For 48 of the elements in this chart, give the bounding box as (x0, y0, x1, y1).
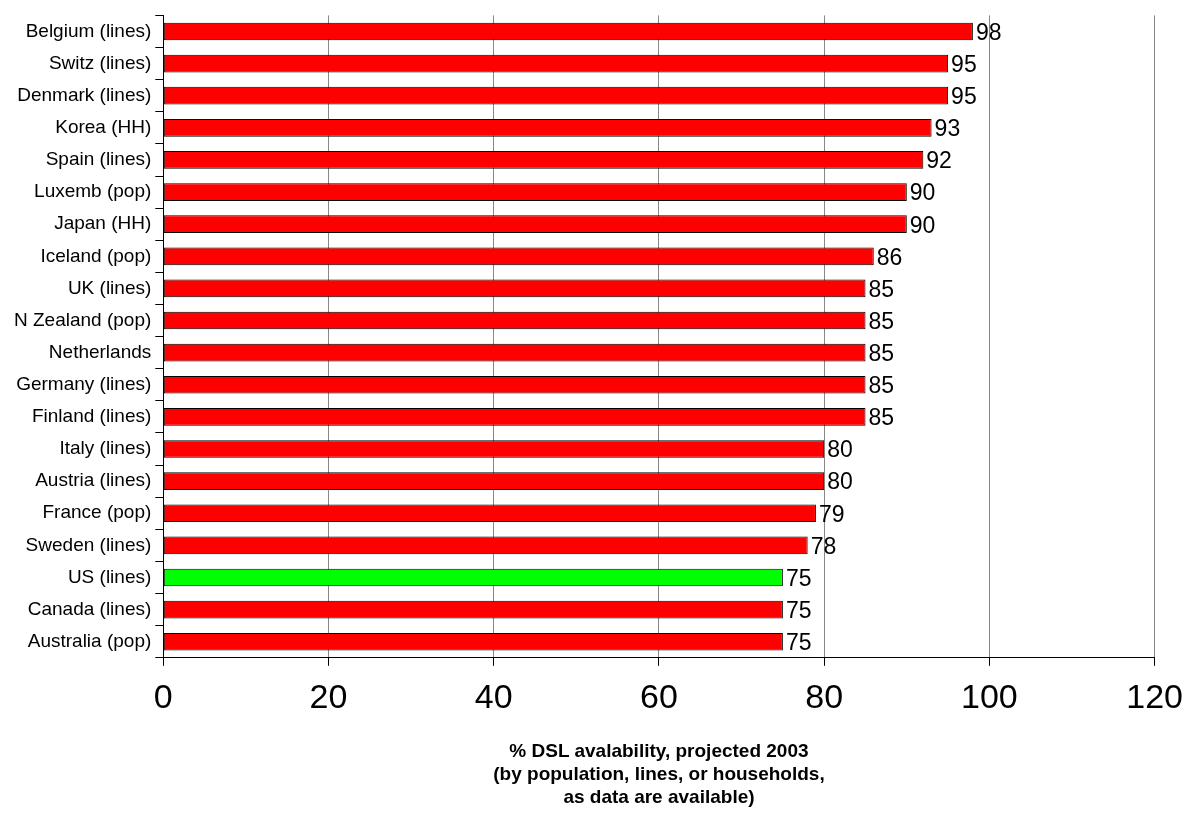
y-tick-label: Sweden (lines) (25, 533, 152, 555)
data-label: 92 (926, 147, 952, 174)
y-tick-label: Finland (lines) (31, 405, 152, 427)
y-tick-label: Australia (pop) (27, 629, 152, 651)
data-label: 85 (868, 275, 895, 302)
data-label: 86 (876, 243, 903, 270)
data-label: 75 (785, 629, 812, 656)
x-tick-label: 60 (640, 676, 678, 715)
y-tick-label: Italy (lines) (59, 437, 152, 459)
x-axis-title: % DSL avalability, projected 2003 (by population, lines, or households, as data are available) (493, 740, 825, 807)
data-label: 85 (868, 404, 895, 431)
data-label: 80 (827, 468, 853, 495)
y-tick-label: Iceland (pop) (40, 244, 152, 266)
y-tick-label: Germany (lines) (16, 373, 152, 395)
y-tick-label: UK (lines) (67, 276, 152, 298)
y-tick-label: N Zealand (pop) (14, 308, 152, 330)
x-tick-label: 20 (309, 676, 348, 715)
data-label: 85 (868, 372, 895, 399)
data-label: 75 (785, 564, 812, 591)
y-tick-label: Denmark (lines) (17, 83, 152, 105)
data-label: 95 (951, 50, 977, 77)
y-tick-label: US (lines) (67, 565, 152, 587)
data-label: 78 (810, 532, 837, 559)
data-label: 90 (909, 211, 936, 238)
y-tick-label: Spain (lines) (45, 148, 152, 170)
data-label: 93 (934, 115, 961, 142)
data-label: 85 (868, 340, 895, 366)
y-tick-label: Japan (HH) (54, 212, 152, 234)
data-label: 95 (951, 83, 977, 110)
data-label: 98 (975, 18, 1002, 45)
y-tick-label: Austria (lines) (35, 469, 152, 491)
x-tick-label: 40 (474, 676, 513, 715)
x-tick-label: 0 (153, 676, 173, 715)
x-tick-label: 120 (1126, 676, 1183, 715)
y-tick-label: Luxemb (pop) (34, 180, 152, 202)
y-tick-label: Korea (HH) (55, 116, 152, 138)
y-tick-label: France (pop) (42, 501, 152, 523)
y-tick-label: Belgium (lines) (25, 19, 152, 41)
x-tick-label: 100 (961, 676, 1018, 715)
y-tick-label: Netherlands (48, 340, 152, 362)
data-label: 90 (909, 179, 936, 206)
y-tick-label: Canada (lines) (27, 597, 152, 619)
x-tick-label: 80 (805, 676, 844, 715)
data-label: 80 (827, 436, 853, 463)
data-label: 79 (818, 500, 845, 527)
data-label: 75 (785, 596, 812, 623)
data-label: 85 (868, 307, 895, 334)
y-tick-label: Switz (lines) (48, 51, 152, 73)
